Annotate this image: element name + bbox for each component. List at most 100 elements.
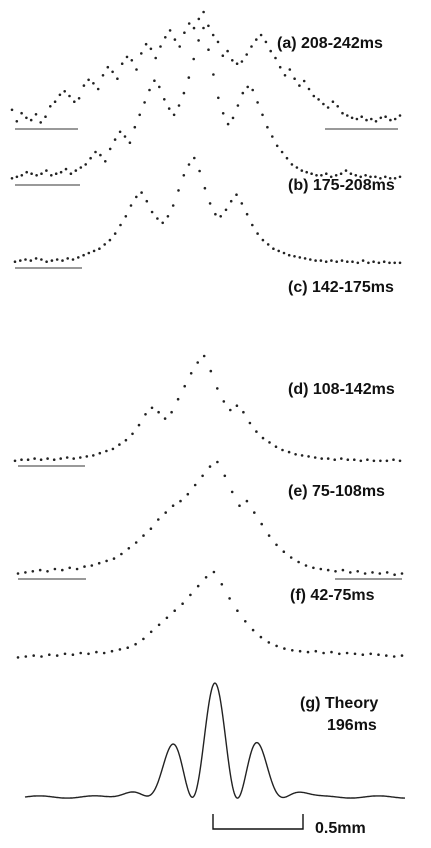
data-point <box>202 354 206 358</box>
data-point <box>298 649 302 653</box>
panels-group <box>10 10 405 799</box>
data-point <box>392 655 396 658</box>
label-a: (a) 208-242ms <box>277 35 383 52</box>
data-point <box>71 258 75 261</box>
data-point <box>54 172 58 175</box>
data-point <box>113 138 117 141</box>
data-point <box>219 215 222 218</box>
data-point <box>268 441 271 444</box>
data-point <box>310 172 313 175</box>
data-point <box>231 116 235 120</box>
data-point <box>111 447 115 451</box>
data-point <box>267 534 271 537</box>
data-point <box>388 261 391 265</box>
data-point <box>40 258 43 261</box>
data-point <box>320 457 324 460</box>
data-point <box>182 91 186 95</box>
data-point <box>314 649 318 653</box>
data-point <box>346 458 350 462</box>
data-point <box>181 602 184 605</box>
data-point <box>176 397 180 401</box>
data-point <box>341 111 344 115</box>
data-point <box>359 459 363 463</box>
data-point <box>187 22 191 25</box>
data-point <box>307 455 310 458</box>
data-point <box>339 172 343 175</box>
data-point <box>198 169 201 173</box>
data-point <box>186 492 190 496</box>
data-point <box>125 55 129 59</box>
data-point <box>356 261 360 265</box>
data-point <box>364 174 367 177</box>
data-point <box>31 570 35 573</box>
data-point <box>267 641 271 644</box>
data-point <box>79 166 83 169</box>
data-point <box>149 630 153 634</box>
data-point <box>61 568 64 572</box>
data-point <box>10 177 14 180</box>
data-point <box>173 38 177 41</box>
data-point <box>128 141 132 144</box>
data-point <box>235 193 238 196</box>
data-point <box>393 117 397 121</box>
data-point <box>129 204 133 207</box>
data-point <box>98 247 101 250</box>
data-point <box>346 114 349 117</box>
data-point <box>330 259 333 262</box>
data-point <box>372 459 376 463</box>
data-point <box>92 249 96 253</box>
data-point <box>246 85 249 89</box>
data-point <box>105 559 108 563</box>
data-point <box>229 199 233 203</box>
data-point <box>183 384 186 388</box>
data-point <box>245 212 249 216</box>
data-point <box>349 571 352 574</box>
data-point <box>15 175 19 179</box>
data-point <box>400 572 404 575</box>
label-f: (f) 42-75ms <box>290 587 375 604</box>
data-point <box>366 458 369 462</box>
label-d: (d) 108-142ms <box>288 381 395 398</box>
data-point <box>145 199 149 203</box>
data-point <box>314 259 317 262</box>
data-point <box>307 87 311 91</box>
data-point <box>282 550 286 553</box>
data-point <box>77 97 81 100</box>
data-point <box>168 29 172 32</box>
data-point <box>363 572 367 575</box>
data-point <box>322 102 325 106</box>
data-point <box>338 652 341 656</box>
data-point <box>197 17 201 21</box>
data-point <box>98 451 102 455</box>
data-point <box>295 166 299 169</box>
label-c: (c) 142-175ms <box>288 279 394 296</box>
data-point <box>192 26 196 30</box>
data-point <box>68 94 71 98</box>
data-point <box>207 24 210 28</box>
data-point <box>313 456 317 459</box>
data-point <box>278 65 282 69</box>
data-point <box>298 84 301 87</box>
data-point <box>256 101 259 104</box>
data-point <box>315 174 318 177</box>
data-point <box>336 105 340 108</box>
label-g: (g) Theory <box>300 695 378 712</box>
data-point <box>356 570 360 573</box>
data-point <box>20 458 23 462</box>
data-point <box>319 259 323 262</box>
data-point <box>202 10 205 14</box>
data-point <box>63 90 66 93</box>
data-point <box>351 260 354 264</box>
data-point <box>163 417 167 420</box>
data-point <box>92 82 95 85</box>
data-point <box>223 474 227 478</box>
data-point <box>398 175 402 179</box>
data-point <box>214 212 217 216</box>
data-point <box>203 186 207 190</box>
data-point <box>85 455 89 458</box>
data-point <box>65 456 69 459</box>
data-point <box>124 438 128 442</box>
data-point <box>238 504 241 508</box>
data-point <box>384 115 387 118</box>
data-point <box>187 163 191 166</box>
